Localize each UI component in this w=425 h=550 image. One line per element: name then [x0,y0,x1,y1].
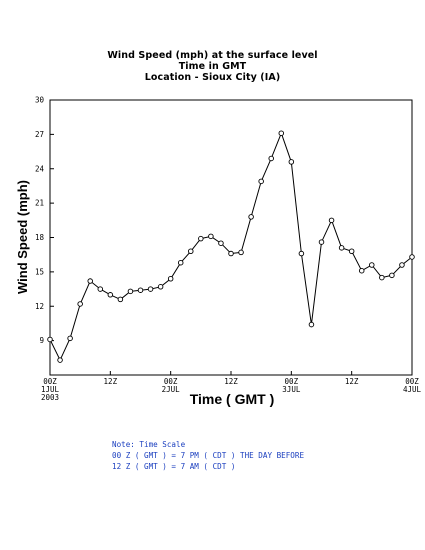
y-tick-label: 15 [35,267,44,276]
y-tick-label: 27 [35,130,44,139]
data-point [248,214,254,220]
data-point [107,292,114,298]
data-point [308,321,315,328]
note-line-2: 00 Z ( GMT ) = 7 PM ( CDT ) THE DAY BEFO… [112,451,305,460]
data-point [117,296,124,303]
data-point [348,248,355,254]
x-axis-label: Time ( GMT ) [190,391,275,407]
data-point [47,336,53,343]
chart-title-line-3: Location - Sioux City (IA) [144,72,281,83]
x-tick-label: 00Z [285,377,299,386]
data-point [77,301,83,307]
x-tick-label: 4JUL [403,385,422,394]
plot-frame [49,99,413,376]
data-point [157,284,164,290]
data-points [47,130,415,363]
data-point [288,159,295,165]
data-point [127,288,134,295]
data-point [67,335,73,342]
x-tick-label: 2JUL [162,385,181,394]
data-point [278,130,285,136]
data-point [198,235,204,242]
x-tick-label: 00Z [164,377,178,386]
chart-title-line-2: Time in GMT [178,61,247,72]
data-point [318,239,325,245]
data-point [137,287,144,293]
note-line-3: 12 Z ( GMT ) = 7 AM ( CDT ) [112,462,236,471]
data-point [389,272,395,279]
x-tick-label: 1JUL [41,385,60,394]
data-point [268,155,274,162]
y-tick-label: 24 [35,164,45,173]
y-axis-label: Wind Speed (mph) [15,180,30,294]
y-tick-label: 18 [35,233,45,242]
data-point [238,249,244,256]
data-point [177,259,184,266]
chart-title-line-1: Wind Speed (mph) at the surface level [107,50,318,61]
x-tick-label: 2003 [41,393,59,402]
data-point [208,233,214,240]
data-point [399,262,405,268]
x-tick-label: 00Z [43,377,57,386]
x-tick-label: 12Z [224,377,238,386]
data-point [409,254,415,260]
data-point [218,240,224,246]
y-tick-label: 30 [35,96,45,105]
series-line [49,131,413,362]
x-tick-label: 3JUL [282,385,301,394]
note-line-1: Note: Time Scale [112,440,186,449]
x-tick-label: 12Z [104,377,118,386]
x-tick-label: 00Z [405,377,419,386]
data-point [228,250,234,257]
data-point [298,250,305,257]
data-point [147,286,154,292]
data-point [338,245,345,251]
data-point [188,248,194,254]
y-tick-label: 9 [39,336,44,345]
data-point [57,357,63,363]
data-point [258,178,264,185]
data-point [167,276,174,282]
data-point [379,274,385,281]
data-point [97,286,104,292]
data-point [369,262,375,268]
data-point [358,267,365,274]
data-point [87,278,93,284]
y-axis: 9 12 15 18 21 24 27 30 [35,96,54,345]
data-point [328,217,335,224]
y-tick-label: 21 [35,199,44,208]
x-tick-label: 12Z [345,377,359,386]
y-tick-label: 12 [35,302,44,311]
